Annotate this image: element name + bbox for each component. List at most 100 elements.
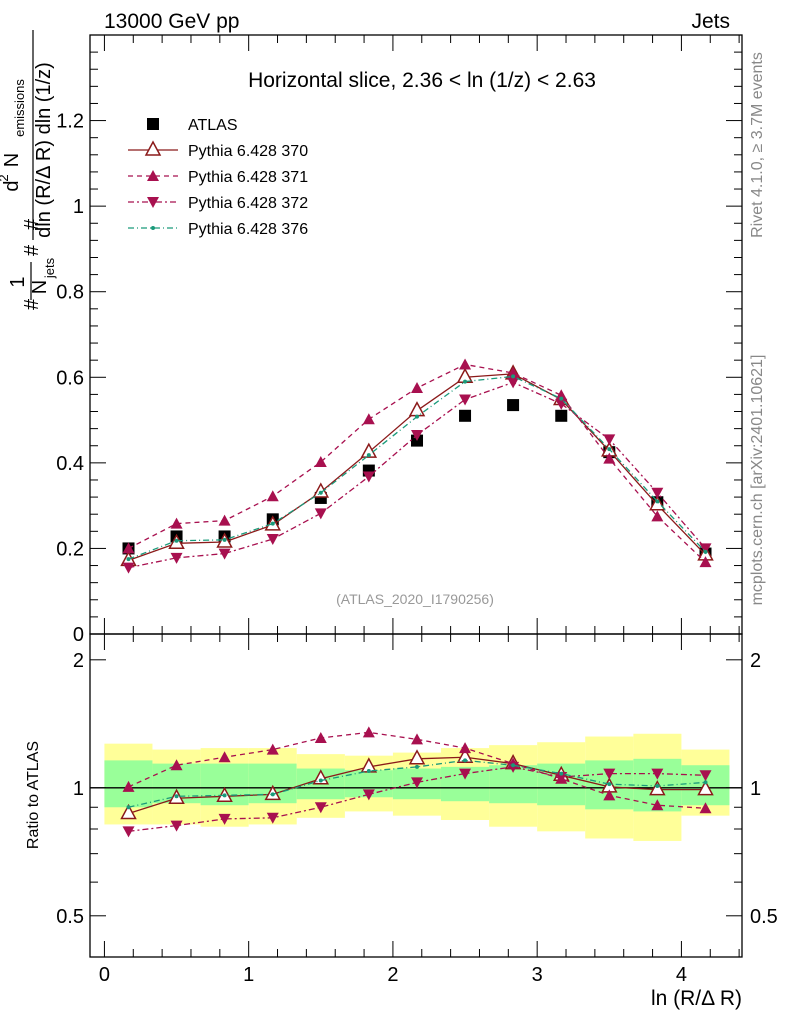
ratio-point-series-2	[362, 726, 375, 738]
ratio-ylabel: Ratio to ATLAS	[25, 741, 42, 849]
data-point-series-3	[122, 562, 135, 574]
data-point-series-4	[174, 538, 179, 543]
bottom-ytick-label-left: 1	[73, 778, 84, 800]
ratio-point-series-2	[170, 759, 183, 771]
data-point-series-2	[699, 556, 712, 568]
ylabel-frac1-den-sub: jets	[42, 257, 57, 279]
x-tick-label: 1	[243, 964, 254, 986]
legend-marker	[147, 197, 159, 208]
ylabel-hash-3: #	[21, 218, 43, 230]
ratio-point-series-4	[126, 805, 131, 810]
legend-label: ATLAS	[188, 117, 238, 134]
data-point-series-2	[555, 389, 568, 401]
x-tick-label: 3	[532, 964, 543, 986]
data-point-series-2	[411, 381, 424, 393]
mcplots-reference-label: mcplots.cern.ch [arXiv:2401.10621]	[749, 355, 766, 606]
data-point-series-3	[699, 543, 712, 555]
x-tick-label: 0	[99, 964, 110, 986]
data-point-series-4	[463, 379, 468, 384]
legend-marker	[144, 140, 162, 156]
ratio-point-series-2	[218, 751, 231, 763]
legend: ATLAS Pythia 6.428 370 Pythia 6.428 371 Pyt…	[128, 117, 308, 238]
bottom-ytick-label-right: 0.5	[750, 906, 778, 928]
data-point-series-2	[122, 542, 135, 554]
legend-label: Pythia 6.428 371	[188, 169, 308, 186]
data-point-series-4	[511, 374, 516, 379]
ratio-point-series-4	[174, 794, 179, 799]
legend-label: Pythia 6.428 370	[188, 143, 308, 160]
data-point-series-3	[266, 534, 279, 546]
top-ytick-label: 0.6	[56, 367, 84, 389]
ylabel-frac1-num: 1	[7, 276, 29, 287]
data-point-series-3	[218, 548, 231, 560]
data-point-series-4	[270, 521, 275, 526]
data-point-series-2	[362, 413, 375, 425]
ratio-point-series-4	[559, 771, 564, 776]
bottom-ytick-label-right: 1	[750, 778, 761, 800]
header-left: 13000 GeV pp	[104, 10, 239, 33]
ratio-point-series-3	[218, 813, 231, 825]
ratio-point-series-4	[463, 758, 468, 763]
top-ytick-label: 0	[73, 624, 84, 646]
ratio-point-series-4	[703, 780, 708, 785]
data-point-series-2	[651, 510, 664, 522]
bottom-ytick-label-right: 2	[750, 650, 761, 672]
series-line-2	[128, 363, 706, 563]
top-series-layer	[120, 358, 714, 574]
top-ytick-label: 0.8	[56, 282, 84, 304]
ratio-point-series-4	[607, 782, 612, 787]
ratio-point-series-3	[459, 768, 472, 780]
data-point-series-3	[651, 487, 664, 499]
ratio-point-series-2	[699, 802, 712, 814]
data-point-series-2	[314, 456, 327, 468]
top-ytick-label: 0.2	[56, 538, 84, 560]
top-ytick-label: 0.4	[56, 453, 84, 475]
ratio-point-series-3	[266, 812, 279, 824]
top-ylabel: # 1 N jets # d 2 N emissions # dln (R/Δ …	[0, 30, 57, 310]
watermark-analysis-id: (ATLAS_2020_I1790256)	[336, 591, 494, 607]
ylabel-hash-2: #	[21, 244, 43, 256]
ratio-point-series-3	[411, 777, 424, 789]
x-tick-label: 4	[676, 964, 687, 986]
ratio-point-series-3	[699, 770, 712, 782]
ratio-point-series-1	[312, 769, 330, 785]
ratio-point-series-3	[122, 826, 135, 838]
ratio-point-series-1	[408, 749, 426, 765]
x-tick-label: 2	[387, 964, 398, 986]
data-point-series-4	[126, 557, 131, 562]
data-point-series-2	[507, 367, 520, 379]
ylabel-frac2-num-main: N	[1, 153, 23, 167]
legend-marker	[147, 118, 159, 130]
bottom-ytick-label-left: 0.5	[56, 906, 84, 928]
ylabel-frac2-num-sub: emissions	[12, 79, 27, 137]
data-point-series-4	[559, 396, 564, 401]
data-point-series-1	[408, 401, 426, 417]
data-point-series-4	[703, 549, 708, 554]
top-axes: 0 0.2 0.4 0.6 0.8 1 1.2	[56, 34, 743, 646]
ratio-point-series-2	[411, 733, 424, 745]
ratio-point-series-1	[697, 780, 714, 796]
ratio-point-series-2	[651, 799, 664, 811]
data-point-series-2	[459, 358, 472, 370]
x-axis-label: ln (R/Δ R)	[651, 987, 742, 1010]
ratio-point-series-4	[366, 769, 371, 774]
data-point-series-1	[312, 482, 330, 498]
data-point-series-4	[607, 447, 612, 452]
data-point-series-2	[603, 452, 616, 464]
data-point-series-3	[314, 508, 327, 520]
ratio-point-series-1	[120, 803, 137, 820]
legend-label: Pythia 6.428 376	[188, 221, 308, 238]
ratio-uncertainty-bands	[90, 733, 742, 841]
data-point-series-3	[170, 552, 183, 564]
legend-marker	[151, 226, 155, 230]
data-point-series-3	[411, 430, 424, 442]
ratio-point-series-4	[511, 763, 516, 768]
ratio-point-series-3	[651, 768, 664, 780]
ratio-point-series-4	[222, 793, 227, 798]
ratio-point-series-3	[362, 789, 375, 801]
ylabel-frac2-num-sup: 2	[0, 174, 11, 181]
bottom-axes: 0.5 0.5 1 1 2 2 0 1 2 3 4	[56, 633, 778, 986]
legend-marker	[147, 170, 159, 181]
data-point-series-4	[655, 499, 660, 504]
ratio-point-series-2	[603, 789, 616, 801]
